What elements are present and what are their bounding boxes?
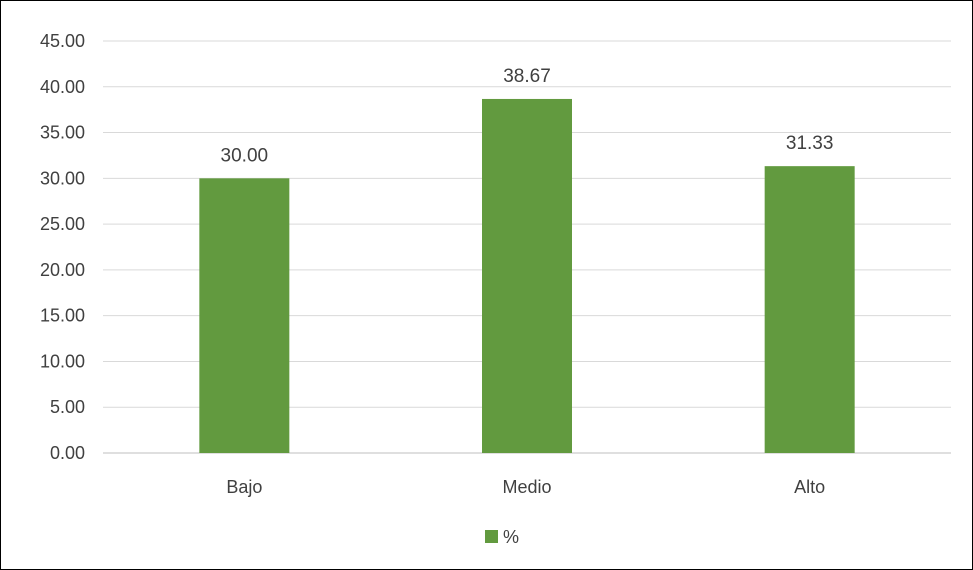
y-tick-label: 45.00: [40, 31, 85, 51]
y-tick-label: 30.00: [40, 168, 85, 188]
legend: %: [485, 527, 519, 547]
y-tick-label: 15.00: [40, 306, 85, 326]
x-tick-label-medio: Medio: [502, 477, 551, 497]
data-label-bajo: 30.00: [221, 145, 269, 166]
legend-label: %: [503, 527, 519, 547]
bar-alto: [764, 166, 855, 454]
data-labels: 30.00 38.67 31.33: [221, 66, 834, 166]
data-label-alto: 31.33: [786, 133, 834, 154]
x-tick-label-bajo: Bajo: [226, 477, 262, 497]
bar-medio: [482, 98, 572, 454]
bar-bajo: [199, 178, 290, 454]
y-tick-label: 0.00: [50, 443, 85, 463]
y-axis-ticks: 0.00 5.00 10.00 15.00 20.00 25.00 30.00 35.00 40…: [40, 31, 85, 463]
y-tick-label: 35.00: [40, 123, 85, 143]
data-label-medio: 38.67: [503, 66, 551, 87]
y-tick-label: 20.00: [40, 260, 85, 280]
x-axis-ticks: Bajo Medio Alto: [226, 477, 825, 497]
y-tick-label: 25.00: [40, 214, 85, 234]
x-tick-label-alto: Alto: [794, 477, 825, 497]
bars: [199, 98, 855, 454]
legend-swatch: [485, 530, 498, 543]
y-tick-label: 40.00: [40, 77, 85, 97]
y-tick-label: 10.00: [40, 351, 85, 371]
y-tick-label: 5.00: [50, 397, 85, 417]
